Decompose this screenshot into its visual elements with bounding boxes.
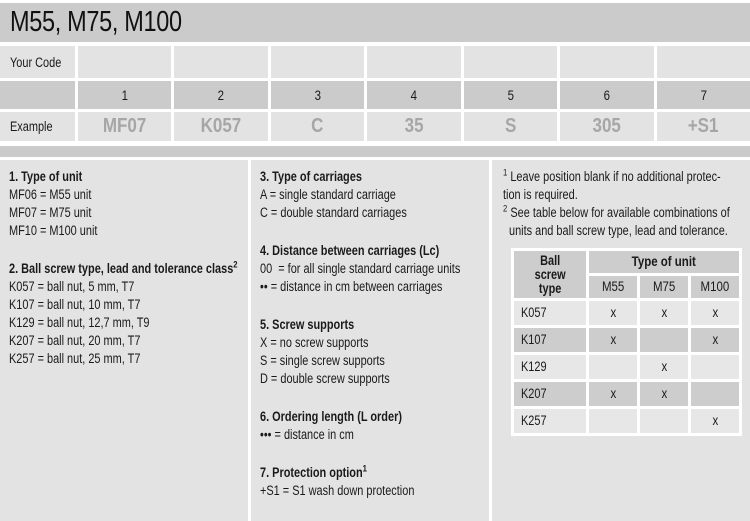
availability-mark: x [691,328,739,352]
code-definition: K257 = ball nut, 25 mm, T7 [9,351,141,366]
example-value-cell: S [463,112,558,141]
availability-mark [640,328,688,352]
example-value-cell: 305 [560,112,654,141]
section-heading: 6. Ordering length (L order) [260,409,402,424]
position-number-cell: 6 [560,81,654,109]
your-code-entry-cell [560,46,654,78]
your-code-label: Your Code [0,46,75,78]
availability-mark: x [691,301,739,325]
ball-screw-type-label: K057 [514,301,586,325]
your-code-entry-cell [270,46,365,78]
code-definition: X = no screw supports [260,335,369,350]
section-heading: 3. Type of carriages [260,169,362,184]
code-definition: K107 = ball nut, 10 mm, T7 [9,297,141,312]
availability-mark: x [640,301,688,325]
availability-mark [691,355,739,379]
page-title: M55, M75, M100 [10,6,182,38]
footnote-1: 1 Leave position blank if no additional … [503,168,750,204]
code-definition: S = single screw supports [260,353,385,368]
code-definition: 00 = for all single standard carriage un… [260,261,461,276]
code-definition: K057 = ball nut, 5 mm, T7 [9,279,135,294]
position-number-cell: 2 [174,81,268,109]
section-heading: 2. Ball screw type, lead and tolerance c… [9,259,238,276]
example-value-cell: 35 [367,112,461,141]
separator-band [0,146,750,157]
footnote-line: 2 See table below for available combinat… [503,203,730,220]
code-definition: +S1 = S1 wash down protection [260,483,415,498]
ball-screw-type-label: K207 [514,382,586,406]
availability-mark [640,409,688,433]
section-heading: 5. Screw supports [260,317,355,332]
example-label: Example [0,112,75,141]
legend-area: 1. Type of unit MF06 = M55 unit MF07 = M… [0,160,750,521]
legend-column-2: 3. Type of carriages A = single standard… [251,160,489,521]
section-ordering-length: 6. Ordering length (L order) ••• = dista… [260,408,489,444]
section-distance-between-carriages: 4. Distance between carriages (Lc) 00 = … [260,242,489,296]
position-number-spacer [0,81,75,109]
legend-column-1: 1. Type of unit MF06 = M55 unit MF07 = M… [0,160,248,521]
availability-mark: x [589,328,637,352]
footnote-line: units and ball screw type, lead and tole… [509,223,728,238]
section-type-of-carriages: 3. Type of carriages A = single standard… [260,168,489,222]
code-definition: ••• = distance in cm [260,427,354,442]
position-number-cell: 3 [270,81,365,109]
code-definition: K207 = ball nut, 20 mm, T7 [9,333,141,348]
code-definition: D = double screw supports [260,371,390,386]
your-code-entry-cell [367,46,461,78]
availability-mark [691,382,739,406]
code-definition: C = double standard carriages [260,205,407,220]
availability-mark [589,355,637,379]
availability-mark: x [589,301,637,325]
availability-mark [589,409,637,433]
section-heading: 1. Type of unit [9,169,83,184]
your-code-entry-cell [78,46,172,78]
unit-column-header: M75 [640,276,688,298]
section-type-of-unit: 1. Type of unit MF06 = M55 unit MF07 = M… [9,168,248,240]
your-code-entry-cell [174,46,268,78]
unit-column-header: M55 [589,276,637,298]
section-ball-screw-type: 2. Ball screw type, lead and tolerance c… [9,260,248,368]
example-value-cell: K057 [174,112,268,141]
position-number-cell: 5 [463,81,558,109]
availability-mark: x [691,409,739,433]
combination-table: Ball screw type Type of unit M55 M75 M10… [511,248,742,436]
footnote-line: tion is required. [503,187,578,202]
availability-mark: x [640,355,688,379]
example-value-cell: MF07 [78,112,172,141]
combination-table-group-header: Type of unit [589,251,739,273]
code-definition: MF10 = M100 unit [9,223,98,238]
section-heading: 4. Distance between carriages (Lc) [260,243,440,258]
code-definition: •• = distance in cm between carriages [260,279,443,294]
your-code-entry-cell [463,46,558,78]
availability-mark: x [589,382,637,406]
code-definition: K129 = ball nut, 12,7 mm, T9 [9,315,150,330]
combination-table-row-header: Ball screw type [514,251,586,298]
your-code-entry-cell [656,46,750,78]
unit-column-header: M100 [691,276,739,298]
example-value-cell: C [270,112,365,141]
legend-column-3: 1 Leave position blank if no additional … [492,160,750,521]
footnote-2: 2 See table below for available combinat… [503,204,750,240]
footnote-line: 1 Leave position blank if no additional … [503,167,721,184]
availability-mark: x [640,382,688,406]
section-heading: 7. Protection option1 [260,463,367,480]
position-number-cell: 4 [367,81,461,109]
section-protection-option: 7. Protection option1 +S1 = S1 wash down… [260,464,489,500]
position-number-cell: 7 [656,81,750,109]
page-title-bar: M55, M75, M100 [0,3,750,42]
position-number-cell: 1 [78,81,172,109]
ball-screw-type-label: K257 [514,409,586,433]
code-definition: A = single standard carriage [260,187,396,202]
example-value-cell: +S1 [656,112,750,141]
ordering-code-table: Your Code 1 2 3 4 5 6 7 Example MF07 K05… [0,46,750,141]
ball-screw-type-label: K107 [514,328,586,352]
code-definition: MF07 = M75 unit [9,205,92,220]
section-screw-supports: 5. Screw supports X = no screw supports … [260,316,489,388]
ball-screw-type-label: K129 [514,355,586,379]
code-definition: MF06 = M55 unit [9,187,92,202]
